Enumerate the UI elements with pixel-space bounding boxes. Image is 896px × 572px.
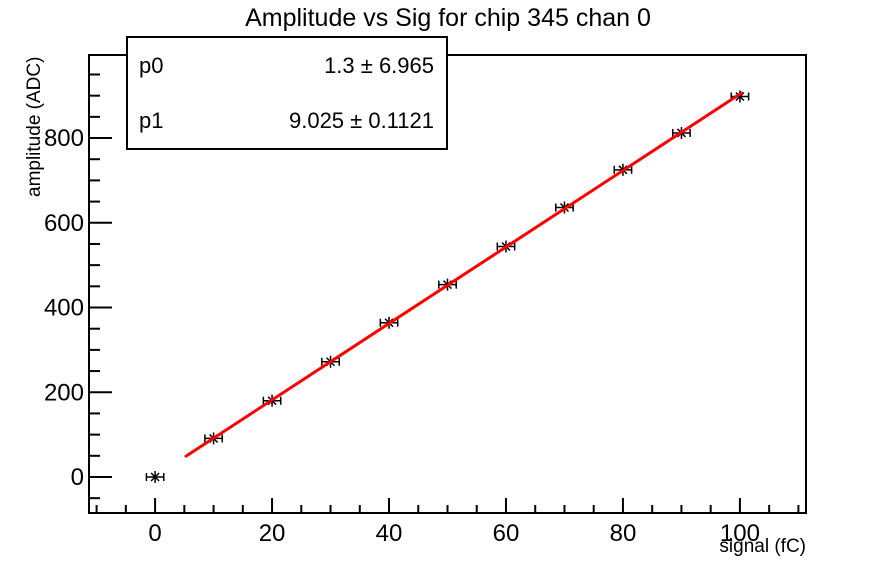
x-axis-title: signal (fC) [719,536,806,557]
x-tick-label: 0 [148,520,161,547]
data-point-marker [145,470,165,483]
x-tick-label: 100 [720,520,760,547]
fit-line [184,91,744,458]
stats-p0-value: 1.3 ± 6.965 [324,52,434,78]
x-tick-label: 40 [376,520,403,547]
x-tick-label: 80 [610,520,637,547]
stats-p1-value: 9.025 ± 0.1121 [288,107,434,133]
y-tick-label: 0 [71,464,84,491]
stats-p1-label: p1 [139,107,164,133]
y-tick-label: 200 [44,379,84,406]
chart-title: Amplitude vs Sig for chip 345 chan 0 [245,4,651,32]
y-tick-label: 600 [44,210,84,237]
y-tick-label: 800 [44,125,84,152]
x-tick-label: 60 [493,520,520,547]
fit-stats-box: p0 1.3 ± 6.965 p1 9.025 ± 0.1121 [126,36,448,150]
x-tick-label: 20 [259,520,286,547]
stats-p0-label: p0 [139,52,164,78]
stats-row-p0: p0 1.3 ± 6.965 [128,38,446,93]
y-tick-label: 400 [44,295,84,322]
y-axis-title: amplitude (ADC) [24,56,45,197]
stats-row-p1: p1 9.025 ± 0.1121 [128,93,446,148]
